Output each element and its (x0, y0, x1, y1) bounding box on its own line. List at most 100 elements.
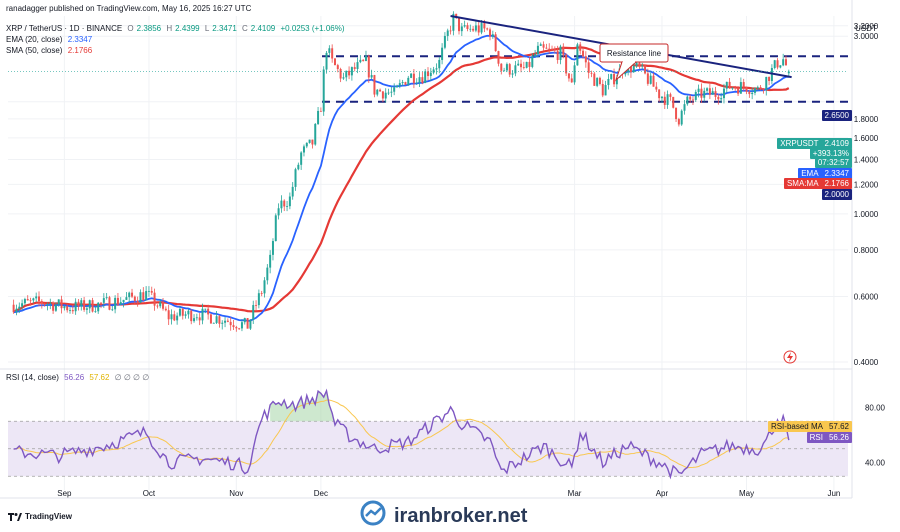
candle-body (207, 308, 210, 315)
level-low-value: 2.0000 (824, 190, 849, 199)
candle-body (441, 47, 444, 60)
candle-body (565, 54, 568, 74)
candle-body (539, 44, 542, 46)
price-tick-label: 1.4000 (854, 155, 879, 164)
candle-body (545, 47, 548, 49)
candle-body (226, 320, 229, 322)
candle-body (480, 23, 483, 33)
rsi-tag-label: RSI (809, 433, 823, 442)
candle-body (133, 296, 136, 301)
candle-body (677, 119, 680, 125)
candle-body (666, 94, 669, 105)
candle-body (164, 308, 167, 311)
candle-body (390, 91, 393, 93)
rsi-tag: RSI 56.26 (806, 432, 852, 443)
tradingview-brand[interactable]: TradingView (8, 512, 72, 521)
candle-body (83, 300, 86, 310)
horizontal-levels (322, 55, 848, 103)
candle-body (469, 28, 472, 30)
candle-body (534, 54, 537, 57)
candle-body (379, 89, 382, 92)
candle-body (139, 292, 142, 303)
candle-body (680, 110, 683, 125)
candle-body (88, 300, 91, 309)
candle-body (463, 25, 466, 27)
price-tag-symbol: XRPUSDT (780, 139, 819, 148)
candle-body (489, 29, 492, 37)
candle-body (274, 215, 277, 242)
rsi-line (13, 388, 790, 480)
candle-body (260, 293, 263, 295)
month-tick-label: May (739, 489, 754, 498)
ohlc-close: 2.4109 (250, 24, 276, 33)
candle-body (624, 71, 627, 75)
rsi-ma-tag-value: 57.62 (828, 422, 849, 431)
level-low-tag: 2.0000 (821, 189, 852, 200)
candle-body (779, 65, 782, 68)
candle-body (587, 62, 590, 73)
candle-body (170, 314, 173, 320)
candle-body (776, 60, 779, 68)
candle-body (224, 320, 227, 323)
candle-body (548, 48, 551, 50)
level-high-value: 2.6500 (824, 111, 849, 120)
candle-body (198, 317, 201, 321)
candle-body (57, 299, 60, 305)
ema-legend: EMA (20, close) 2.3347 (6, 35, 95, 44)
month-tick-label: Dec (314, 489, 328, 498)
candle-body (339, 68, 342, 79)
countdown-tag: 07:32:57 (814, 157, 852, 168)
candle-body (252, 305, 255, 320)
candle-body (610, 74, 613, 79)
candle-body (212, 322, 215, 324)
candle-body (449, 30, 452, 32)
candle-body (452, 13, 455, 31)
candle-body (424, 71, 427, 83)
candle-body (503, 70, 506, 72)
candle-body (38, 296, 41, 302)
rsi-ma-tag: RSI-based MA 57.62 (767, 421, 852, 432)
price-change-value: +393.13% (812, 149, 849, 158)
candle-body (646, 73, 649, 84)
published-line: ranadagger published on TradingView.com,… (6, 4, 254, 13)
candle-body (100, 302, 103, 304)
candle-body (131, 292, 134, 297)
candle-body (720, 98, 723, 100)
candle-body (714, 91, 717, 97)
candle-body (446, 30, 449, 36)
resistance-annotation: Resistance line (599, 43, 797, 364)
price-tick-label: 0.6000 (854, 292, 879, 301)
candle-body (305, 142, 308, 147)
candle-body (697, 88, 700, 92)
candle-body (694, 91, 697, 100)
candle-body (579, 44, 582, 51)
candle-body (745, 87, 748, 92)
candle-body (663, 96, 666, 105)
candle-body (43, 303, 46, 305)
candle-body (748, 91, 751, 95)
candle-body (486, 28, 489, 30)
candle-body (21, 303, 24, 307)
candle-body (477, 25, 480, 33)
candle-body (97, 302, 100, 312)
candle-body (257, 293, 260, 306)
candle-body (319, 110, 322, 112)
candle-body (85, 308, 88, 310)
candle-body (607, 78, 610, 86)
rsi-tick-label: 80.00 (865, 404, 886, 413)
month-tick-label: Sep (57, 489, 72, 498)
candle-body (711, 91, 714, 95)
candle-body (551, 48, 554, 50)
candle-body (345, 70, 348, 78)
rsi-legend-zeros: ∅ ∅ ∅ ∅ (114, 373, 150, 382)
candle-body (773, 60, 776, 68)
candle-body (181, 308, 184, 316)
candle-body (652, 75, 655, 87)
candle-body (410, 73, 413, 78)
price-change-tag: +393.13% (809, 148, 852, 159)
candle-body (739, 82, 742, 94)
price-tag-value: 2.4109 (824, 139, 849, 148)
candle-body (567, 73, 570, 79)
